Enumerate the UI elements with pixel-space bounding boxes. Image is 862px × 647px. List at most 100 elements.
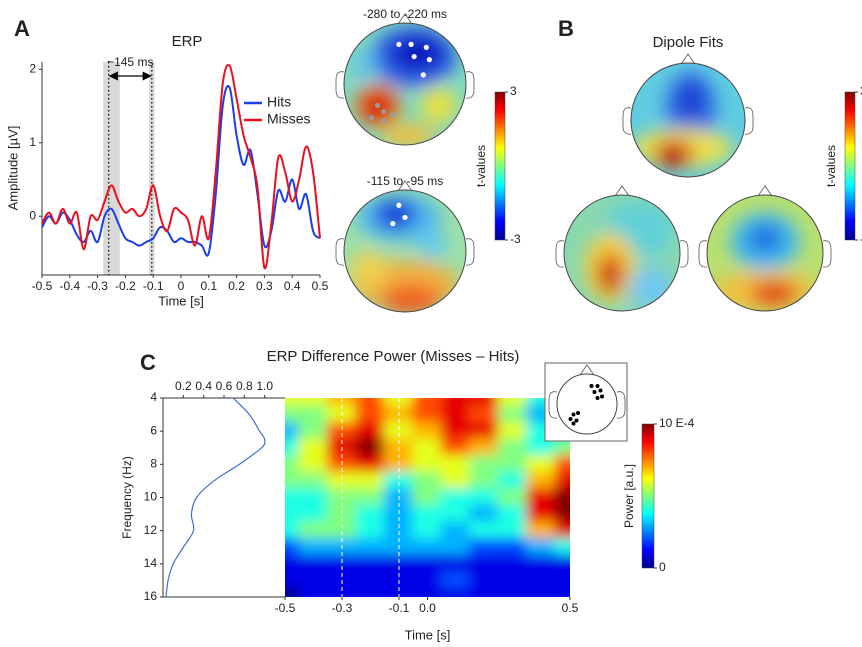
time-window [103, 62, 120, 275]
topomap [564, 195, 680, 311]
electrode [574, 418, 579, 423]
heatmap-cell [383, 504, 415, 524]
heatmap-cell [355, 421, 386, 441]
topomap-blob [747, 224, 783, 253]
nose [579, 364, 595, 376]
heatmap-cell [355, 521, 386, 540]
colorbar-label: Power [a.u.] [622, 464, 636, 528]
heatmap-cell [440, 471, 472, 491]
electrode [408, 41, 414, 47]
y-axis-label: Frequency (Hz) [120, 456, 134, 539]
electrode [571, 421, 576, 426]
heatmap-cell [355, 571, 386, 590]
heatmap [285, 398, 570, 597]
electrode [423, 44, 429, 51]
heatmap-cell [440, 521, 472, 540]
x-axis-label: Time [s] [158, 293, 204, 308]
heatmap-cell [440, 398, 472, 408]
head-outline [343, 22, 467, 146]
heatmap-cell [526, 587, 557, 597]
x-tick-label: -0.1 [389, 601, 410, 615]
heatmap-cell [497, 471, 529, 491]
ear [335, 238, 345, 266]
electrode [571, 412, 576, 417]
ear [622, 107, 632, 135]
heatmap-cell [355, 398, 386, 408]
colorbar-tick-label: 0 [659, 560, 666, 574]
heatmap-cell [298, 398, 329, 408]
heatmap-cell [412, 455, 443, 474]
ear [555, 240, 565, 268]
heatmap-cell [554, 438, 570, 458]
heatmap-cell [285, 504, 301, 524]
heatmap-cell [355, 554, 386, 574]
heatmap-cell [298, 537, 329, 557]
heatmap-cell [440, 488, 472, 507]
heatmap-cell [285, 438, 301, 458]
topomap-blob [676, 80, 706, 121]
heatmap-cell [412, 398, 443, 408]
x-tick-label: -0.4 [59, 279, 80, 293]
heatmap-cell [469, 398, 500, 408]
heatmap-cell [554, 471, 570, 491]
heatmap-cell [440, 438, 472, 458]
heatmap-cell [526, 398, 557, 408]
topomap-blobs [631, 71, 734, 169]
nose [757, 185, 773, 197]
heatmap-cell [412, 537, 443, 557]
y-tick-label: 0 [29, 208, 36, 222]
heatmap-cell [298, 504, 329, 524]
heatmap-cell [412, 488, 443, 507]
topomap-blobs [712, 212, 818, 311]
heatmap-cell [526, 537, 557, 557]
heatmap-cell [497, 571, 529, 590]
heatmap-cell [285, 554, 301, 574]
x-tick-label: -0.3 [87, 279, 108, 293]
electrode [595, 396, 600, 400]
heatmap-cell [298, 488, 329, 507]
head-outline [563, 194, 681, 312]
electrode [374, 102, 381, 108]
y-tick-label: 12 [144, 523, 158, 537]
panel-label: A [14, 16, 30, 41]
time-window [149, 62, 155, 275]
heatmap-cell [285, 471, 301, 491]
heatmap-cell [383, 587, 415, 597]
heatmap-cell [355, 488, 386, 507]
electrode [600, 394, 604, 399]
heatmap-cell [298, 455, 329, 474]
heatmap-cell [497, 537, 529, 557]
topomap-blob [627, 267, 675, 309]
chart-title: ERP Difference Power (Misses – Hits) [267, 348, 520, 365]
heatmap-cell [440, 405, 472, 424]
colorbar-tick-label: - [860, 232, 862, 246]
panel-label: C [140, 350, 156, 375]
heatmap-cell [285, 398, 301, 408]
heatmap-cell [469, 421, 500, 441]
topomap-blob [380, 123, 436, 145]
heatmap-cell [497, 488, 529, 507]
nose [397, 180, 413, 192]
head-outline [343, 189, 467, 313]
head-outline [630, 62, 746, 178]
topomap-title: -115 to -95 ms [367, 174, 443, 188]
topomap-blobs [350, 193, 460, 312]
heatmap-cell [497, 587, 529, 597]
x-tick-label: 0.5 [562, 601, 579, 615]
heatmap-cell [440, 504, 472, 524]
heatmap-cell [285, 421, 301, 441]
x-tick-label: 0.4 [195, 379, 212, 393]
heatmap-cell [526, 455, 557, 474]
y-tick-label: 1 [29, 135, 36, 149]
heatmap-cell [412, 571, 443, 590]
x-tick-label: 0.6 [216, 379, 233, 393]
series-line [41, 64, 321, 270]
electrode [592, 390, 597, 394]
heatmap-cell [285, 405, 301, 424]
heatmap-cell [526, 438, 557, 458]
heatmap-cell [469, 405, 500, 424]
electrode [598, 388, 603, 393]
heatmap-cell [298, 421, 329, 441]
heatmap-cell [469, 504, 500, 524]
